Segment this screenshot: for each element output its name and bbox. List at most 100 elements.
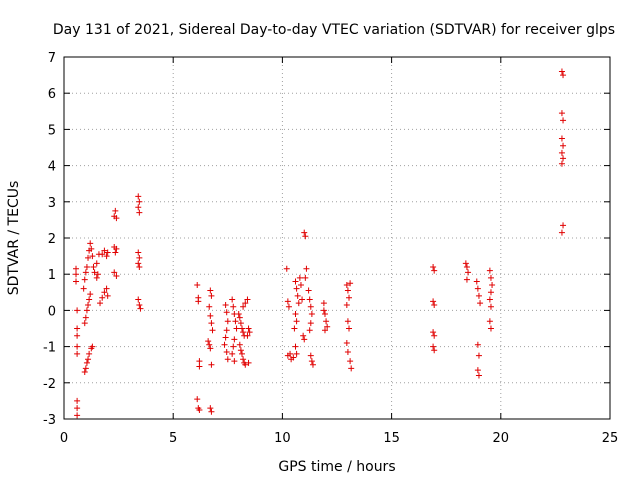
data-point	[238, 350, 245, 357]
data-point	[560, 117, 567, 124]
data-point	[205, 338, 212, 345]
data-point	[83, 307, 90, 314]
data-point	[99, 294, 106, 301]
data-point	[229, 296, 236, 303]
data-point	[346, 325, 353, 332]
data-point	[136, 263, 143, 270]
data-point	[558, 68, 565, 75]
data-point	[208, 408, 215, 415]
data-point	[292, 311, 299, 318]
data-point	[344, 349, 351, 356]
data-point	[285, 303, 292, 310]
data-point	[430, 343, 437, 350]
x-tick-label: 20	[493, 431, 510, 446]
data-point	[85, 356, 92, 363]
data-point	[305, 287, 312, 294]
data-point	[486, 318, 493, 325]
data-point	[292, 343, 299, 350]
data-point	[306, 296, 313, 303]
data-point	[306, 327, 313, 334]
data-point	[474, 367, 481, 374]
data-point	[240, 356, 247, 363]
data-point	[223, 349, 230, 356]
data-point	[290, 354, 297, 361]
data-point	[324, 323, 331, 330]
data-point	[113, 245, 120, 252]
data-point	[74, 350, 81, 357]
data-points	[73, 68, 567, 419]
data-point	[89, 343, 96, 350]
data-point	[194, 396, 201, 403]
data-point	[223, 327, 230, 334]
data-point	[93, 260, 100, 267]
x-tick-label: 5	[169, 431, 177, 446]
data-point	[301, 336, 308, 343]
data-point	[475, 372, 482, 379]
data-point	[560, 72, 567, 79]
data-point	[560, 222, 567, 229]
y-tick-label: -3	[43, 413, 56, 428]
data-point	[230, 343, 237, 350]
data-point	[292, 278, 299, 285]
data-point	[231, 358, 238, 365]
data-point	[206, 303, 213, 310]
data-point	[73, 271, 80, 278]
data-point	[307, 320, 314, 327]
data-point	[293, 285, 300, 292]
data-point	[136, 198, 143, 205]
data-point	[302, 274, 309, 281]
data-point	[291, 325, 298, 332]
data-point	[302, 233, 309, 240]
data-point	[347, 358, 354, 365]
data-point	[293, 350, 300, 357]
data-point	[207, 405, 214, 412]
data-point	[221, 341, 228, 348]
data-point	[194, 282, 201, 289]
data-point	[229, 350, 236, 357]
data-point	[101, 289, 108, 296]
data-point	[135, 296, 142, 303]
data-point	[81, 276, 88, 283]
data-point	[237, 347, 244, 354]
data-point	[308, 311, 315, 318]
data-point	[343, 282, 350, 289]
data-point	[208, 361, 215, 368]
data-point	[344, 318, 351, 325]
data-point	[113, 273, 120, 280]
data-point	[137, 305, 144, 312]
data-point	[487, 289, 494, 296]
data-point	[74, 332, 81, 339]
data-point	[284, 352, 291, 359]
data-point	[196, 358, 203, 365]
data-point	[295, 300, 302, 307]
data-point	[293, 318, 300, 325]
data-point	[462, 260, 469, 267]
data-point	[487, 325, 494, 332]
data-point	[240, 329, 247, 336]
data-point	[486, 267, 493, 274]
data-point	[245, 359, 252, 366]
data-point	[465, 269, 472, 276]
y-tick-label: 7	[48, 51, 56, 66]
data-point	[101, 247, 108, 254]
data-point	[297, 282, 304, 289]
data-point	[308, 358, 315, 365]
x-tick-label: 25	[602, 431, 619, 446]
data-point	[296, 274, 303, 281]
data-point	[246, 329, 253, 336]
data-point	[303, 265, 310, 272]
axis-ticks	[63, 56, 611, 420]
data-point	[223, 309, 230, 316]
data-point	[207, 345, 214, 352]
data-point	[245, 325, 252, 332]
data-point	[474, 285, 481, 292]
data-point	[87, 240, 94, 247]
data-point	[463, 276, 470, 283]
data-point	[346, 294, 353, 301]
data-point	[431, 332, 438, 339]
y-tick-label: 3	[48, 196, 56, 211]
data-point	[103, 285, 110, 292]
data-point	[136, 301, 143, 308]
data-point	[242, 361, 249, 368]
